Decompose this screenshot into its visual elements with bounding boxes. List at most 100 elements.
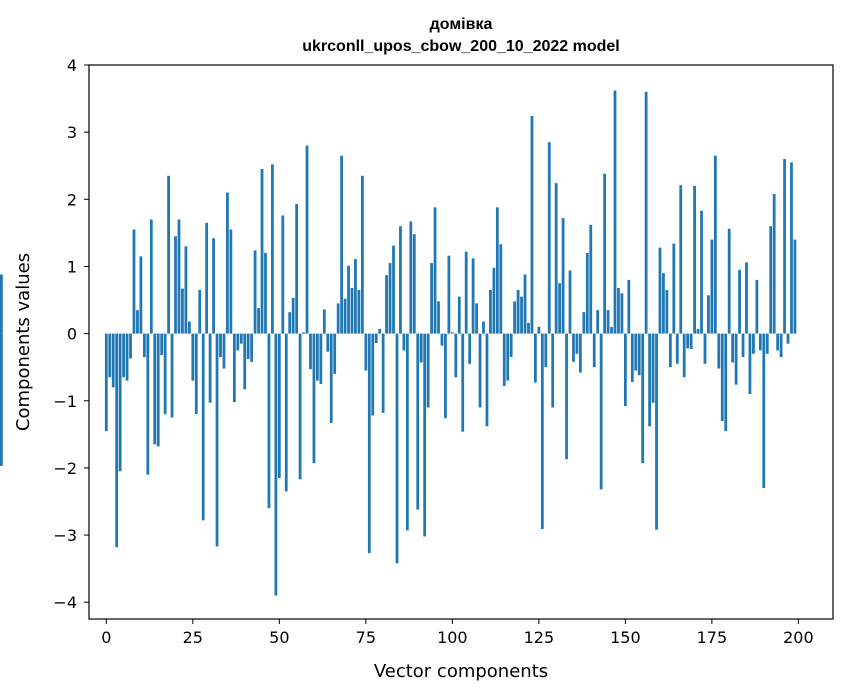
bar — [748, 333, 752, 395]
bar — [499, 244, 503, 334]
bar — [326, 333, 330, 352]
bar — [419, 333, 423, 363]
bar — [229, 229, 233, 334]
bar — [450, 332, 454, 334]
bar — [194, 333, 198, 415]
y-tick-label: 2 — [67, 190, 77, 209]
bar — [295, 204, 299, 334]
bar — [509, 333, 513, 358]
bar — [405, 333, 409, 531]
bar — [585, 253, 589, 334]
bar — [198, 289, 202, 334]
bar — [485, 333, 489, 427]
bar — [399, 226, 402, 334]
bar — [734, 333, 738, 385]
bar — [316, 333, 319, 381]
bar — [682, 333, 686, 378]
bar — [333, 333, 337, 374]
bar — [288, 312, 292, 334]
bar — [561, 218, 565, 334]
bar — [696, 328, 700, 334]
bar — [184, 246, 188, 334]
bar — [783, 159, 786, 334]
bar — [534, 333, 537, 383]
bar — [371, 333, 375, 416]
bar — [589, 224, 593, 334]
bar — [492, 267, 496, 334]
bar — [291, 298, 295, 334]
bar — [174, 236, 177, 334]
bar — [364, 333, 368, 371]
bar — [786, 333, 790, 344]
bar — [672, 243, 676, 334]
y-tick-label: 1 — [67, 257, 77, 276]
bar — [617, 287, 620, 334]
bar — [606, 310, 610, 334]
bar — [374, 333, 378, 344]
bar — [354, 259, 357, 334]
bar — [125, 333, 129, 381]
bar — [468, 333, 472, 364]
bar — [402, 333, 406, 351]
bar — [482, 321, 485, 334]
bar — [727, 228, 731, 334]
bar — [568, 270, 572, 334]
bar — [762, 333, 766, 489]
chart-title: домівка — [430, 16, 493, 33]
bar — [340, 155, 343, 334]
bar — [246, 333, 250, 360]
bar — [530, 116, 534, 334]
x-axis-label: Vector components — [374, 661, 548, 682]
bar — [565, 333, 568, 460]
x-tick-label: 150 — [610, 628, 641, 647]
bar — [502, 333, 506, 386]
bar — [700, 210, 703, 334]
bar — [395, 333, 399, 564]
bar — [309, 333, 312, 370]
bar — [495, 207, 499, 334]
bar — [637, 333, 641, 376]
x-tick-label: 125 — [524, 628, 555, 647]
bar — [208, 333, 212, 403]
bar — [620, 293, 624, 334]
bar — [156, 333, 160, 447]
bar — [187, 321, 191, 334]
bar — [713, 155, 717, 334]
bar — [648, 333, 651, 427]
bar — [793, 239, 797, 334]
bar — [627, 279, 631, 334]
bar — [343, 298, 347, 334]
bar — [679, 185, 683, 334]
bar — [367, 333, 371, 554]
bar — [177, 219, 181, 334]
bar — [693, 185, 696, 334]
bar — [146, 333, 150, 475]
bar — [779, 333, 783, 358]
bar — [201, 333, 205, 521]
x-tick-label: 175 — [697, 628, 728, 647]
y-tick-label: 3 — [67, 123, 77, 142]
bar — [644, 91, 648, 334]
bar — [558, 283, 562, 334]
bar — [181, 288, 184, 334]
bar — [129, 333, 132, 359]
bar — [769, 226, 773, 334]
bar — [305, 145, 309, 334]
bar — [457, 296, 461, 334]
plot-area-frame — [88, 64, 834, 620]
bar — [222, 333, 226, 369]
bar — [665, 289, 669, 334]
bar — [392, 245, 395, 334]
bar — [336, 303, 340, 334]
bar — [167, 175, 170, 334]
bar — [219, 333, 222, 358]
y-tick-label: 4 — [67, 56, 77, 75]
bar — [312, 333, 316, 464]
bar — [655, 333, 658, 530]
bar — [478, 333, 482, 408]
y-tick-label: −4 — [53, 593, 77, 612]
bar — [464, 251, 468, 334]
bar — [0, 274, 3, 334]
bar — [160, 333, 164, 356]
y-tick-label: −3 — [53, 526, 77, 545]
